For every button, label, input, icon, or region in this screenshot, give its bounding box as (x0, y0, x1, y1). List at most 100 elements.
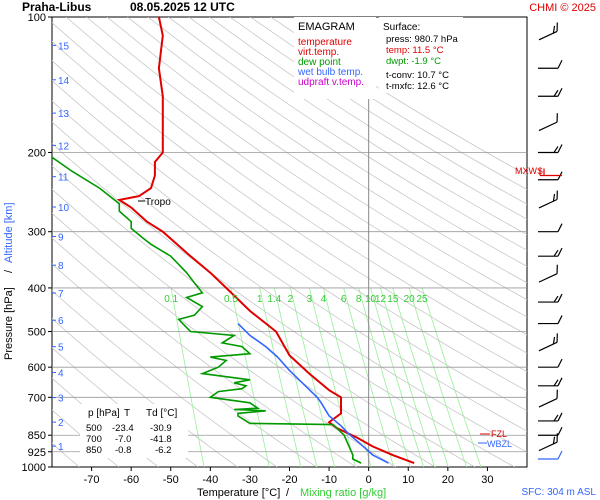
wind-barb (538, 433, 558, 452)
x-tick-label: -10 (321, 474, 337, 486)
p-tick-label: 200 (28, 147, 46, 159)
p-tick-label: 500 (28, 327, 46, 339)
x-tick-label: 10 (402, 474, 414, 486)
p-tick-label: 300 (28, 227, 46, 239)
wind-barb (538, 293, 563, 303)
wind-barb-flag (557, 377, 563, 387)
wind-barb-flag (552, 436, 556, 444)
surface-box (379, 17, 463, 93)
table-row-500-td: -30.9 (150, 423, 172, 434)
surface-temp: temp: 11.5 °C (386, 45, 444, 56)
altitude-tick-label: 13 (58, 109, 70, 120)
surface-title: Surface: (383, 22, 420, 33)
wind-barb-flag (556, 333, 558, 343)
wind-barb-flag (557, 450, 563, 460)
p-tick-label: 400 (28, 283, 46, 295)
surface-dwpt: dwpt: -1.9 °C (386, 56, 441, 67)
wind-barb-flag (557, 358, 563, 368)
wind-barb (538, 426, 563, 436)
wind-barb-flag (553, 295, 559, 303)
wind-barb-staff (538, 273, 558, 283)
wind-barb (538, 358, 563, 368)
altitude-tick-label: 14 (58, 76, 70, 87)
table-header-td: Td [°C] (146, 408, 177, 419)
wind-barb-flag (557, 223, 563, 232)
wind-barb-flag (552, 25, 556, 34)
mixing-ratio-label: 12 (375, 294, 387, 305)
x-tick-label: 0 (366, 474, 372, 486)
mixing-ratio-label: 0.5 (224, 294, 238, 305)
wind-barb-flag (557, 144, 563, 153)
mixing-ratio-label: 1 (257, 294, 263, 305)
mixing-ratio-label: 2 (288, 294, 294, 305)
mixing-ratio-label: 8 (356, 294, 362, 305)
tropopause-label: Tropo (145, 197, 171, 208)
table-row-700-p: 700 (86, 434, 102, 445)
altitude-tick-label: 15 (58, 41, 70, 52)
altitude-tick-label: 7 (58, 289, 64, 300)
table-header-p: p [hPa] (88, 408, 120, 419)
dry-adiabat-line (52, 40, 527, 373)
wind-barb-flag (556, 113, 558, 123)
y-axis-separator: / (3, 269, 15, 273)
mxws-label: MXWS (515, 166, 543, 176)
altitude-tick-label: 12 (58, 141, 70, 152)
wind-barb (538, 315, 563, 325)
altitude-tick-label: 3 (58, 394, 64, 405)
table-row-700-td: -41.8 (150, 434, 172, 445)
wind-barb (538, 264, 558, 283)
x-tick-label: -40 (202, 474, 218, 486)
mixing-ratio-label: 25 (417, 294, 429, 305)
dry-adiabat-line (52, 80, 527, 412)
wind-barb-flag (557, 426, 563, 436)
dry-adiabat-line (229, 17, 527, 205)
datetime-title: 08.05.2025 12 UTC (130, 0, 235, 14)
wind-barb (538, 450, 563, 460)
table-row-500-t: -23.4 (112, 423, 134, 434)
wind-barb-staff (538, 341, 558, 352)
surface-tconv: t-conv: 10.7 °C (386, 70, 449, 81)
altitude-tick-label: 4 (58, 368, 64, 379)
p-tick-label: 850 (28, 430, 46, 442)
legend-updraft: udpraft v.temp. (298, 77, 364, 88)
p-tick-label: 925 (28, 447, 46, 459)
wind-barb (538, 377, 563, 387)
wind-barb-flag (556, 433, 558, 443)
wind-barb (538, 389, 558, 408)
wind-barb (538, 333, 558, 352)
dry-adiabat-line (86, 17, 527, 318)
fzl-label: FZL (491, 429, 507, 439)
x-tick-label: -30 (242, 474, 258, 486)
p-tick-label: 700 (28, 392, 46, 404)
wind-barb-flag (557, 293, 563, 303)
wind-barb-flag (553, 89, 559, 97)
mixing-ratio-label: 15 (387, 294, 399, 305)
wind-barb (538, 412, 563, 422)
mixing-ratio-label: 3 (307, 294, 313, 305)
wind-barb (538, 22, 558, 41)
wbzl-label: WBZL (487, 439, 512, 449)
mixing-ratio-label: 1.4 (267, 294, 281, 305)
table-row-850-td: -6.2 (155, 445, 171, 456)
wind-barb-flag (557, 87, 563, 97)
dry-adiabat-line (188, 17, 527, 236)
table-row-850-p: 850 (86, 445, 102, 456)
dry-adiabat-line (147, 17, 527, 267)
dry-adiabat-line (52, 22, 527, 354)
x-tick-label: 30 (481, 474, 493, 486)
table-row-700-t: -7.0 (115, 434, 131, 445)
wind-barb (538, 113, 558, 132)
legend-box (294, 17, 376, 99)
wind-barb (538, 144, 563, 154)
wind-barb-flag (553, 146, 559, 153)
x-tick-label: -70 (84, 474, 100, 486)
p-tick-label: 600 (28, 362, 46, 374)
wind-barb-flag (553, 379, 559, 387)
wind-barb (538, 87, 563, 97)
wind-barb-flag (553, 249, 559, 257)
dry-adiabat-line (127, 17, 527, 284)
p-tick-label: 100 (28, 12, 46, 24)
wind-barb-flag (556, 22, 558, 32)
dry-adiabat-line (52, 60, 527, 392)
altitude-tick-label: 9 (58, 233, 64, 244)
